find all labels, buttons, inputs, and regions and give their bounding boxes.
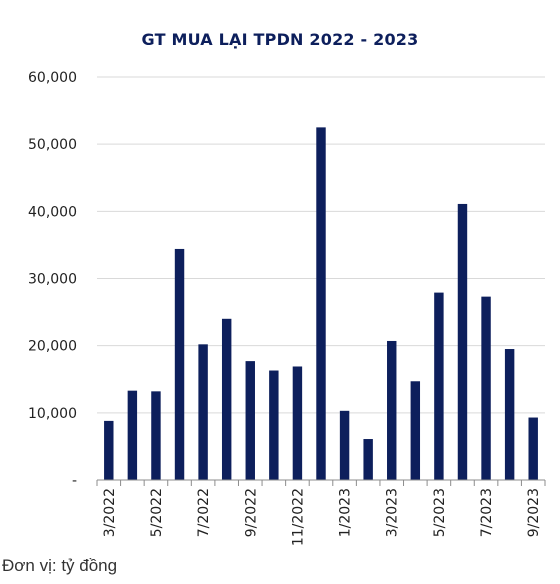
bar <box>363 439 373 480</box>
bar <box>221 318 232 480</box>
bar <box>198 344 208 480</box>
bars <box>104 127 538 480</box>
bar <box>292 366 303 480</box>
y-tick-label: 20,000 <box>28 339 77 355</box>
x-tick-label: 5/2022 <box>149 488 165 537</box>
x-axis <box>96 479 546 486</box>
y-tick-label: - <box>72 473 77 489</box>
x-axis-ticks: 3/2022 5/2022 7/2022 9/2022 11/2022 1/2023 3/2… <box>102 488 542 546</box>
x-tick-label: 1/2023 <box>338 488 354 537</box>
x-tick-label: 3/2022 <box>102 488 118 537</box>
bar <box>434 292 444 480</box>
bar <box>245 361 255 480</box>
bar <box>151 391 161 480</box>
bar <box>174 248 185 480</box>
x-tick-label: 11/2022 <box>290 488 306 546</box>
y-tick-label: 60,000 <box>28 70 77 86</box>
bar <box>339 410 350 480</box>
x-tick-label: 5/2023 <box>432 488 448 537</box>
bar <box>504 349 515 480</box>
x-tick-label: 9/2022 <box>243 488 259 537</box>
bar <box>528 417 538 480</box>
bar <box>269 370 279 480</box>
bar <box>127 390 138 480</box>
y-tick-label: 10,000 <box>28 406 77 422</box>
bar <box>481 296 491 480</box>
y-tick-label: 50,000 <box>28 137 77 153</box>
x-tick-label: 9/2023 <box>526 488 542 537</box>
bar <box>316 127 326 480</box>
bar <box>457 203 468 480</box>
y-axis-ticks: - 10,000 20,000 30,000 40,000 50,000 60,000 <box>28 70 77 489</box>
x-tick-label: 7/2023 <box>479 488 495 537</box>
x-tick-label: 3/2023 <box>385 488 401 537</box>
bar <box>104 420 114 480</box>
bar <box>387 340 397 480</box>
bar <box>410 381 421 480</box>
unit-note: Đơn vị: tỷ đồng <box>2 556 118 575</box>
y-tick-label: 30,000 <box>28 272 77 288</box>
x-tick-label: 7/2022 <box>196 488 212 537</box>
chart-title: GT MUA LẠI TPDN 2022 - 2023 <box>141 30 419 49</box>
y-tick-label: 40,000 <box>28 204 77 220</box>
